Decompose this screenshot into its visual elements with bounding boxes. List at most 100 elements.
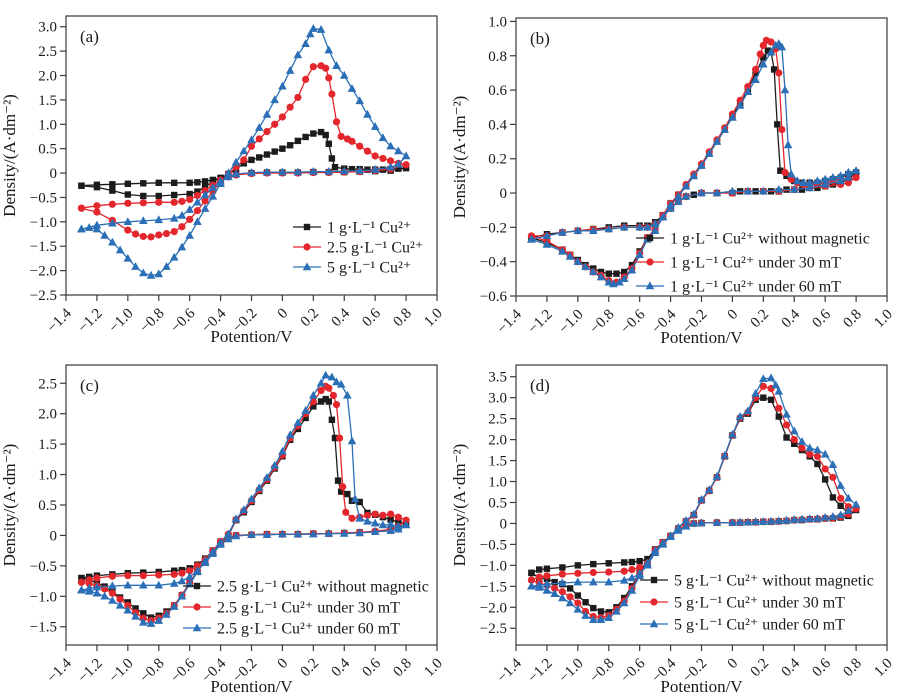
triangle-marker <box>689 171 699 180</box>
triangle-marker <box>177 576 187 585</box>
triangle-marker <box>131 262 140 270</box>
triangle-marker <box>615 277 624 286</box>
square-marker <box>791 440 798 448</box>
triangle-marker <box>612 606 621 615</box>
circle-marker <box>124 601 132 610</box>
triangle-marker <box>789 426 799 435</box>
triangle-marker <box>192 623 202 632</box>
triangle-marker <box>604 577 614 586</box>
circle-marker <box>781 168 789 177</box>
x-tick-label: 0.4 <box>329 655 354 680</box>
circle-marker <box>813 452 822 460</box>
y-axis-title: Density/(A·dm⁻²) <box>0 94 19 217</box>
triangle-marker <box>635 222 644 231</box>
circle-marker <box>342 508 350 516</box>
x-axis-title: Potention/V <box>660 328 743 347</box>
circle-marker <box>371 152 379 160</box>
square-marker <box>328 155 336 162</box>
triangle-marker <box>108 218 117 227</box>
triangle-marker <box>386 141 395 150</box>
y-tick-label: −1.0 <box>480 558 507 574</box>
triangle-marker <box>108 595 117 604</box>
triangle-marker <box>751 388 760 397</box>
triangle-marker <box>262 473 272 481</box>
triangle-marker <box>712 518 722 526</box>
x-tick-label: −1.2 <box>75 306 106 337</box>
square-marker <box>140 192 147 200</box>
y-tick-label: 0.2 <box>488 152 507 168</box>
triangle-marker <box>836 176 845 185</box>
triangle-marker <box>697 160 706 169</box>
triangle-marker <box>836 510 845 519</box>
triangle-marker <box>627 265 637 274</box>
square-marker <box>767 396 775 403</box>
x-tick-label: 0.2 <box>748 307 773 332</box>
triangle-marker <box>293 167 303 176</box>
circle-marker <box>798 444 806 452</box>
triangle-marker <box>278 167 287 176</box>
square-marker <box>337 488 345 495</box>
legend-label: 5 g·L⁻¹ Cu²⁺ <box>327 260 411 277</box>
y-axis-title: Density/(A·dm⁻²) <box>0 444 19 567</box>
triangle-marker <box>92 588 102 597</box>
triangle-marker <box>820 512 830 521</box>
square-marker <box>829 494 837 501</box>
triangle-marker <box>231 514 241 523</box>
x-tick-label: −0.8 <box>587 307 618 338</box>
series-markers-2 <box>527 39 861 288</box>
circle-marker <box>756 50 764 58</box>
circle-marker <box>527 576 536 584</box>
triangle-marker <box>697 518 706 527</box>
triangle-marker <box>350 494 360 503</box>
triangle-marker <box>370 527 380 535</box>
x-tick-label: −1.2 <box>525 656 556 687</box>
triangle-marker <box>247 494 256 503</box>
triangle-marker <box>674 525 683 534</box>
triangle-marker <box>751 75 760 83</box>
triangle-marker <box>805 514 815 523</box>
square-marker <box>78 182 85 189</box>
circle-marker <box>263 127 271 136</box>
legend-label: 1 g·L⁻¹ Cu²⁺ without magnetic <box>670 231 870 248</box>
triangle-marker <box>154 215 164 224</box>
square-marker <box>628 558 636 566</box>
circle-marker <box>636 563 644 572</box>
series-markers-0 <box>78 128 410 200</box>
circle-marker <box>328 90 336 98</box>
triangle-marker <box>820 179 830 188</box>
circle-marker <box>829 473 837 481</box>
y-tick-label: 0.6 <box>488 83 507 99</box>
circle-marker <box>108 589 116 597</box>
square-marker <box>574 562 582 569</box>
circle-marker <box>170 227 178 236</box>
circle-marker <box>193 207 201 215</box>
circle-marker <box>356 142 364 150</box>
triangle-marker <box>347 436 357 445</box>
triangle-marker <box>84 583 94 592</box>
y-tick-label: 0 <box>50 166 58 182</box>
x-tick-label: 0.6 <box>809 306 834 331</box>
panel-letter: (b) <box>530 29 550 48</box>
triangle-marker <box>339 529 349 537</box>
triangle-marker <box>200 190 210 199</box>
y-tick-label: 0.5 <box>488 495 507 511</box>
triangle-marker <box>309 24 318 32</box>
triangle-marker <box>565 251 575 260</box>
triangle-marker <box>828 512 838 520</box>
triangle-marker <box>316 25 326 33</box>
triangle-marker <box>759 517 768 525</box>
triangle-marker <box>321 370 330 379</box>
circle-marker <box>646 258 654 266</box>
triangle-marker <box>720 450 729 459</box>
square-marker <box>171 191 178 199</box>
triangle-marker <box>805 443 815 452</box>
square-marker <box>798 186 806 193</box>
square-marker <box>325 398 332 405</box>
square-marker <box>109 181 116 188</box>
x-tick-label: 0 <box>725 307 742 324</box>
square-marker <box>837 502 844 510</box>
circle-marker <box>620 567 628 575</box>
square-marker <box>155 192 162 200</box>
legend-label: 2.5 g·L⁻¹ Cu²⁺ under 30 mT <box>217 600 400 617</box>
